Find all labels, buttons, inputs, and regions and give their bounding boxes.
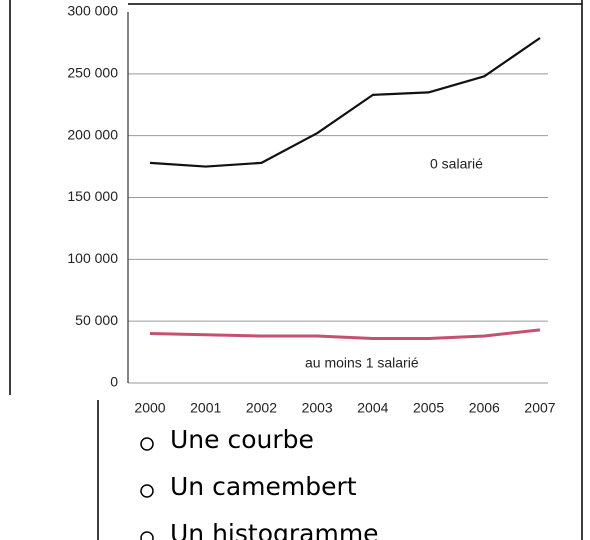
bullet (140, 484, 154, 498)
x-tick-label: 2005 (413, 400, 444, 416)
x-tick-label: 2000 (134, 400, 165, 416)
x-tick-label: 2006 (469, 400, 500, 416)
x-tick-label: 2001 (190, 400, 221, 416)
line-series (149, 37, 541, 168)
x-tick-label: 2003 (302, 400, 333, 416)
x-tick-label: 2007 (524, 400, 555, 416)
y-tick-label: 300 000 (67, 3, 118, 19)
x-tick-label: 2004 (357, 400, 388, 416)
y-tick-label: 0 (110, 374, 118, 390)
x-tick-label: 2002 (246, 400, 277, 416)
option: Un camembert (170, 472, 357, 501)
y-tick-label: 50 000 (75, 312, 118, 328)
line-series (149, 328, 541, 340)
bullet (140, 437, 154, 451)
bullet (140, 531, 154, 540)
series-label: au moins 1 salarié (305, 355, 419, 371)
series-label: 0 salarié (430, 156, 483, 172)
y-tick-label: 250 000 (67, 65, 118, 81)
y-tick-label: 150 000 (67, 188, 118, 204)
y-tick-label: 100 000 (67, 250, 118, 266)
option: Un histogramme (170, 519, 379, 540)
option: Une courbe (170, 425, 314, 454)
y-tick-label: 200 000 (67, 126, 118, 142)
